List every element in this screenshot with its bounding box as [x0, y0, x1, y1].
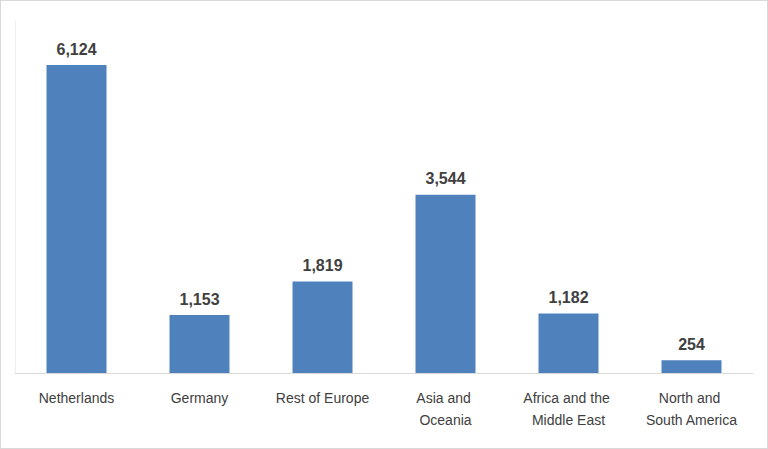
svg-text:Netherlands: Netherlands	[39, 390, 115, 406]
svg-text:Oceania: Oceania	[419, 412, 471, 428]
svg-text:Middle East: Middle East	[532, 412, 605, 428]
svg-text:3,544: 3,544	[425, 170, 465, 187]
svg-text:1,819: 1,819	[302, 257, 342, 274]
svg-text:6,124: 6,124	[56, 41, 96, 58]
svg-text:Africa and the: Africa and the	[523, 390, 613, 406]
svg-text:1,182: 1,182	[548, 289, 588, 306]
svg-text:Rest of Europe: Rest of Europe	[276, 390, 370, 406]
svg-text:1,153: 1,153	[179, 291, 219, 308]
svg-text:South America: South America	[646, 412, 737, 428]
svg-text:Asia and: Asia and	[416, 390, 474, 406]
svg-text:254: 254	[678, 336, 705, 353]
svg-text:Germany: Germany	[171, 390, 229, 406]
svg-text:North and: North and	[659, 390, 724, 406]
